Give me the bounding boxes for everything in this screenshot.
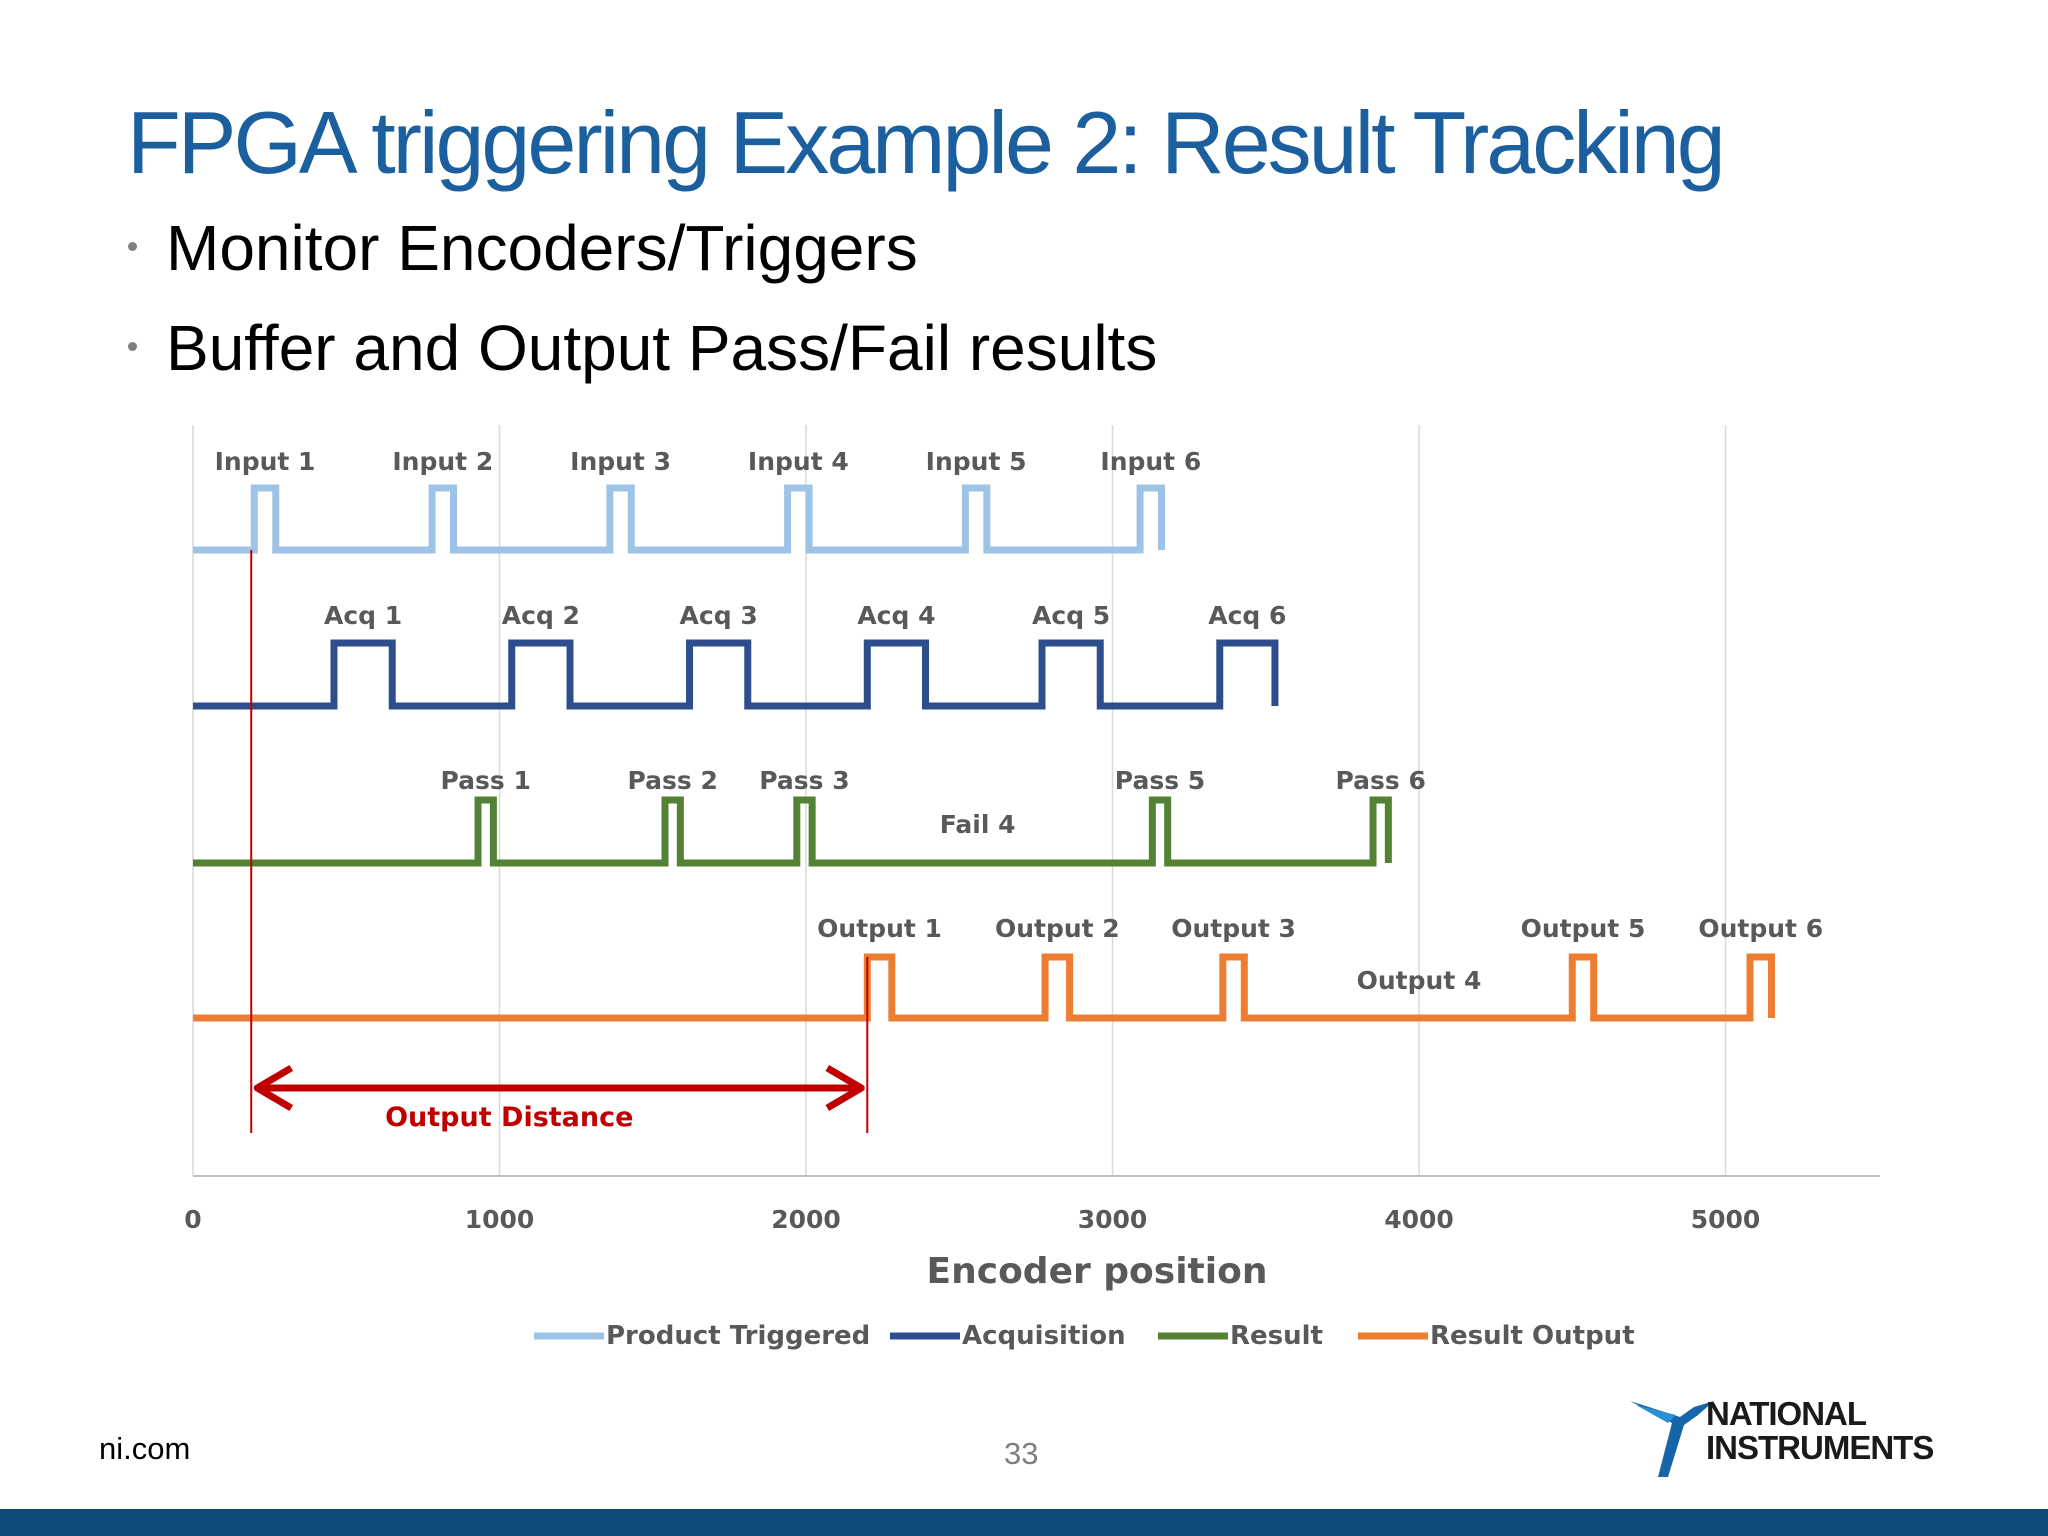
series-line	[193, 639, 1279, 710]
pulse-label: Input 4	[748, 447, 849, 476]
distance-arrow-left-icon	[253, 1064, 294, 1112]
bottom-bar	[0, 1509, 2048, 1536]
pulse-annotation: Fail 4	[940, 810, 1016, 839]
bullet-dot-icon	[128, 242, 137, 251]
pulse-label: Input 6	[1100, 447, 1201, 476]
national-instruments-logo: NATIONAL INSTRUMENTS	[1628, 1393, 1968, 1477]
pulse-label: Input 5	[926, 447, 1027, 476]
legend-label: Acquisition	[962, 1321, 1126, 1351]
footer-site: ni.com	[99, 1431, 191, 1466]
pulse-label: Output 5	[1521, 914, 1646, 943]
distance-label: Output Distance	[385, 1102, 633, 1133]
pulse-label: Input 1	[215, 447, 316, 476]
bullet-list: Monitor Encoders/Triggers Buffer and Out…	[120, 206, 1157, 406]
pulse-label: Acq 3	[680, 601, 758, 630]
pulse-label: Acq 4	[857, 601, 935, 630]
distance-arrow-right-icon	[825, 1064, 865, 1112]
x-tick-label: 1000	[465, 1205, 535, 1234]
pulse-annotation: Output 4	[1357, 966, 1482, 995]
pulse-label: Pass 2	[627, 766, 717, 795]
logo-line-1: NATIONAL	[1706, 1395, 1867, 1432]
pulse-label: Acq 6	[1208, 601, 1286, 630]
series-line	[193, 484, 1166, 554]
pulse-label: Input 3	[570, 447, 671, 476]
x-tick-label: 5000	[1691, 1205, 1761, 1234]
encoder-timing-chart: 0 1000 2000 3000 4000 5000 Encoder position Inp…	[184, 425, 1880, 1351]
pulse-label: Output 6	[1698, 914, 1823, 943]
x-tick-label: 3000	[1078, 1205, 1148, 1234]
pulse-label: Acq 5	[1032, 601, 1110, 630]
series-line	[193, 796, 1392, 867]
legend-label: Result Output	[1430, 1321, 1635, 1351]
pulse-label: Output 2	[995, 914, 1120, 943]
pulse-label: Pass 3	[759, 766, 849, 795]
legend-label: Result	[1230, 1321, 1323, 1351]
bullet-text: Buffer and Output Pass/Fail results	[166, 312, 1158, 384]
x-axis-title: Encoder position	[927, 1251, 1268, 1292]
bullet-item: Buffer and Output Pass/Fail results	[120, 306, 1157, 406]
legend-label: Product Triggered	[606, 1321, 870, 1351]
bullet-text: Monitor Encoders/Triggers	[166, 212, 918, 284]
bullet-item: Monitor Encoders/Triggers	[120, 206, 1157, 306]
pulse-label: Pass 1	[441, 766, 531, 795]
pulse-label: Output 1	[817, 914, 942, 943]
pulse-label: Pass 6	[1335, 766, 1425, 795]
pulse-label: Pass 5	[1115, 766, 1205, 795]
pulse-label: Acq 1	[324, 601, 402, 630]
bullet-dot-icon	[128, 342, 137, 351]
x-tick-label: 0	[184, 1205, 201, 1234]
pulse-label: Output 3	[1171, 914, 1296, 943]
logo-line-2: INSTRUMENTS	[1706, 1429, 1934, 1466]
pulse-label: Acq 2	[502, 601, 580, 630]
page-number: 33	[1004, 1436, 1039, 1471]
slide-title: FPGA triggering Example 2: Result Tracki…	[127, 93, 1726, 192]
x-tick-label: 2000	[771, 1205, 841, 1234]
series-line	[193, 953, 1775, 1022]
pulse-label: Input 2	[392, 447, 493, 476]
x-tick-label: 4000	[1384, 1205, 1454, 1234]
ni-eagle-icon	[1630, 1401, 1714, 1477]
